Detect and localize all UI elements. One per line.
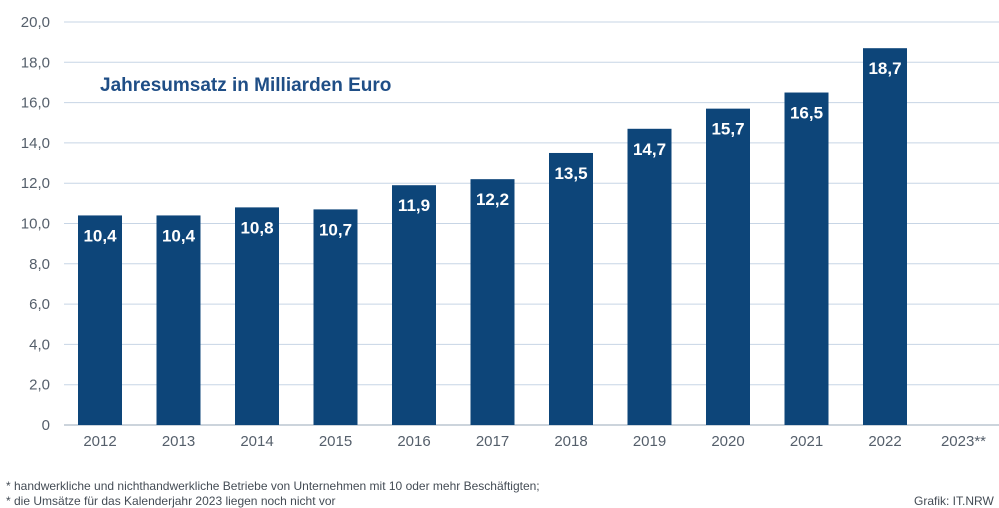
x-tick-label: 2016 bbox=[397, 433, 430, 450]
bar bbox=[706, 108, 750, 426]
y-tick-label: 18,0 bbox=[21, 54, 50, 71]
x-axis-ticks: 2012 2013 2014 2015 2016 2017 2018 2019 2020 2021… bbox=[83, 433, 986, 450]
bars: 10,4 10,4 10,8 10,7 11,9 12,2 13,5 14,7 15,7 16,5… bbox=[78, 48, 907, 426]
bar-value-label: 14,7 bbox=[633, 140, 666, 159]
chart-title: Jahresumsatz in Milliarden Euro bbox=[100, 75, 391, 96]
bar-value-label: 18,7 bbox=[868, 59, 901, 78]
y-tick-label: 0 bbox=[42, 417, 50, 434]
y-tick-label: 12,0 bbox=[21, 175, 50, 192]
bar-value-label: 11,9 bbox=[398, 196, 430, 215]
bar bbox=[313, 209, 358, 425]
bar-value-label: 10,4 bbox=[162, 226, 196, 245]
bar-value-label: 13,5 bbox=[554, 164, 587, 183]
bar bbox=[627, 128, 672, 426]
bar bbox=[549, 152, 593, 425]
bar bbox=[78, 215, 122, 425]
x-tick-label: 2020 bbox=[711, 433, 744, 450]
x-tick-label: 2015 bbox=[319, 433, 352, 450]
y-tick-label: 10,0 bbox=[21, 216, 50, 233]
bar-value-label: 10,7 bbox=[319, 220, 352, 239]
x-tick-label: 2017 bbox=[476, 433, 509, 450]
x-tick-label: 2012 bbox=[83, 433, 116, 450]
x-tick-label: 2014 bbox=[240, 433, 273, 450]
gridlines bbox=[64, 21, 999, 426]
footnote-1: * handwerkliche und nichthandwerkliche B… bbox=[6, 479, 540, 493]
bar bbox=[392, 185, 436, 425]
bar bbox=[470, 179, 515, 425]
y-tick-label: 2,0 bbox=[29, 377, 50, 394]
bar-value-label: 10,4 bbox=[83, 226, 117, 245]
y-tick-label: 20,0 bbox=[21, 14, 50, 31]
y-tick-label: 16,0 bbox=[21, 95, 50, 112]
bar bbox=[784, 92, 829, 426]
x-tick-label: 2019 bbox=[633, 433, 666, 450]
bar bbox=[235, 207, 279, 425]
bar-value-label: 12,2 bbox=[476, 190, 509, 209]
y-tick-label: 4,0 bbox=[29, 336, 50, 353]
source-credit: Grafik: IT.NRW bbox=[914, 494, 994, 508]
x-tick-label: 2021 bbox=[790, 433, 823, 450]
x-tick-label: 2018 bbox=[554, 433, 587, 450]
x-tick-label: 2023** bbox=[941, 433, 986, 450]
x-tick-label: 2022 bbox=[868, 433, 901, 450]
y-tick-label: 6,0 bbox=[29, 296, 50, 313]
bar bbox=[863, 48, 907, 425]
bar-value-label: 10,8 bbox=[240, 218, 273, 237]
y-tick-label: 14,0 bbox=[21, 135, 50, 152]
bar-value-label: 15,7 bbox=[711, 120, 744, 139]
footnote-2: * die Umsätze für das Kalenderjahr 2023 … bbox=[6, 494, 336, 508]
x-tick-label: 2013 bbox=[162, 433, 195, 450]
bar-value-label: 16,5 bbox=[790, 104, 823, 123]
bar bbox=[156, 215, 201, 425]
y-tick-label: 8,0 bbox=[29, 256, 50, 273]
y-axis-ticks: 0 2,0 4,0 6,0 8,0 10,0 12,0 14,0 16,0 18,0 20,0 bbox=[21, 14, 50, 434]
